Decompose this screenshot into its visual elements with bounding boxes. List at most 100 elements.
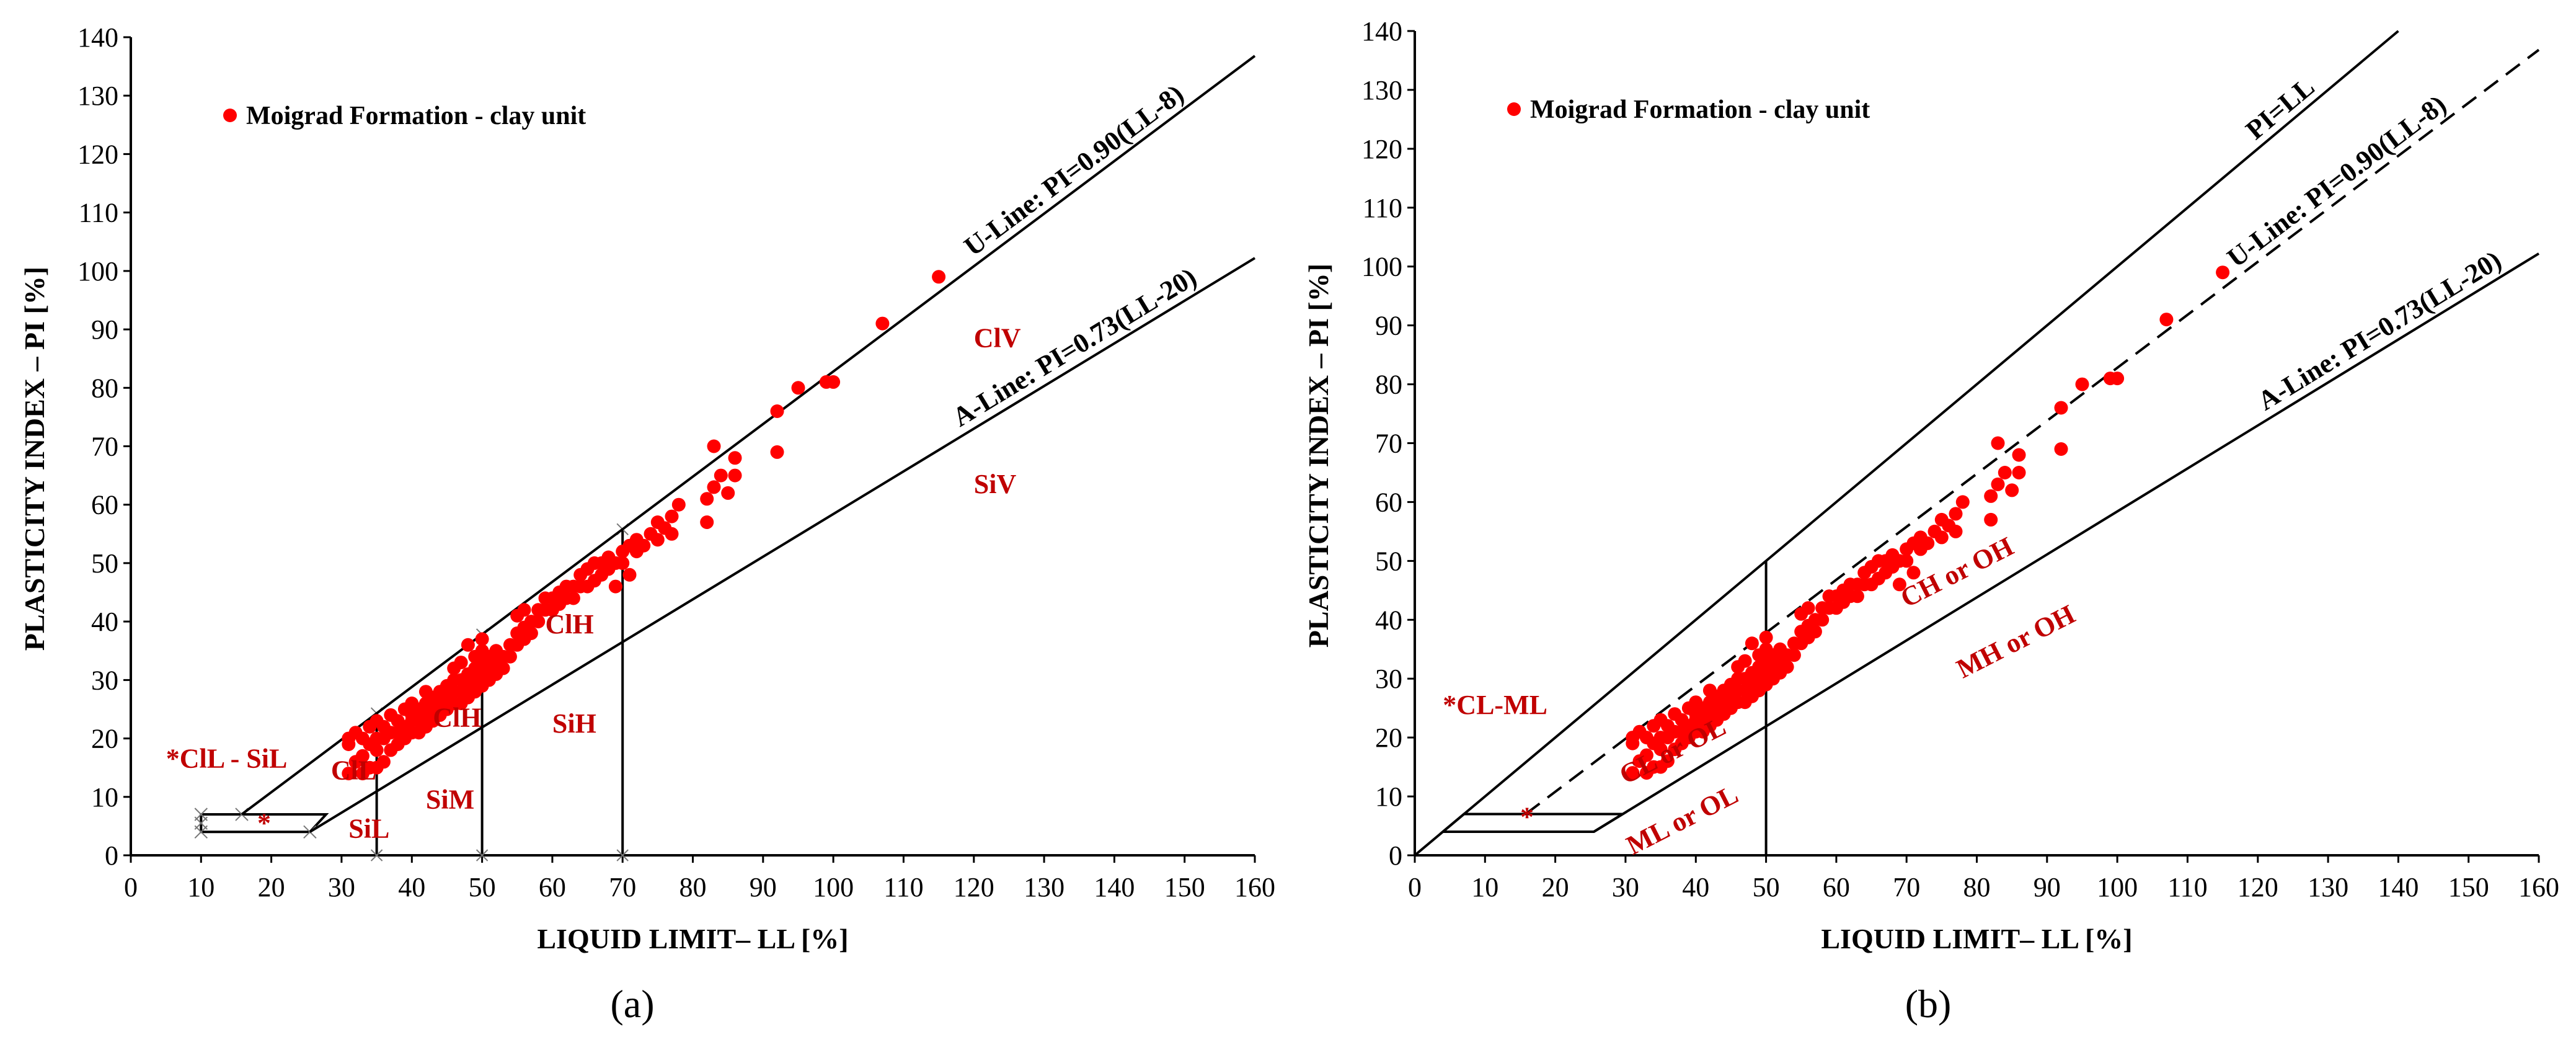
data-point bbox=[728, 468, 742, 483]
data-point bbox=[650, 533, 665, 547]
reference-line-label: U-Line: PI=0.90(LL-8) bbox=[958, 79, 1189, 262]
data-point bbox=[475, 632, 489, 646]
zone-label: *ClL - SiL bbox=[166, 744, 288, 774]
data-point bbox=[1780, 660, 1794, 674]
x-tick-label: 70 bbox=[1893, 872, 1920, 902]
boundary-cross-marker bbox=[616, 849, 629, 862]
y-tick-label: 20 bbox=[1375, 723, 1402, 753]
y-tick-label: 130 bbox=[77, 81, 118, 111]
y-tick-label: 80 bbox=[91, 373, 118, 403]
y-tick-label: 40 bbox=[91, 607, 118, 637]
y-axis-title: PLASTICITY INDEX – PI [%] bbox=[1303, 264, 1334, 648]
data-point bbox=[1639, 748, 1653, 762]
data-point bbox=[1626, 766, 1640, 780]
data-points bbox=[1626, 265, 2230, 780]
x-tick-label: 10 bbox=[187, 872, 215, 902]
data-point bbox=[1991, 477, 2005, 491]
data-point bbox=[524, 626, 538, 640]
x-tick-label: 50 bbox=[1753, 872, 1780, 902]
y-tick-label: 60 bbox=[91, 490, 118, 520]
x-tick-label: 0 bbox=[1408, 872, 1422, 902]
chart-panel-b: 0 10 20 30 40 50 60 70 80 90 100 110 120 130 140 150 160… bbox=[1303, 16, 2559, 1026]
y-tick-label: 0 bbox=[1389, 840, 1402, 871]
y-tick-label: 40 bbox=[1375, 605, 1402, 635]
data-point bbox=[1984, 512, 1998, 527]
y-tick-label: 0 bbox=[105, 840, 118, 871]
data-point bbox=[370, 743, 384, 757]
legend-label: Moigrad Formation - clay unit bbox=[246, 102, 586, 130]
data-point bbox=[616, 556, 630, 570]
data-point bbox=[1998, 466, 2012, 479]
x-tick-label: 100 bbox=[813, 872, 854, 902]
reference-line-a-line bbox=[1593, 252, 2540, 833]
data-point bbox=[2012, 466, 2026, 479]
x-tick-label: 80 bbox=[679, 872, 707, 902]
x-tick-label: 110 bbox=[883, 872, 923, 902]
boundary-cross-marker bbox=[370, 849, 383, 862]
data-point bbox=[2012, 448, 2026, 462]
data-point bbox=[454, 656, 468, 670]
legend-marker bbox=[1507, 102, 1521, 116]
data-point bbox=[1984, 489, 1998, 503]
data-point bbox=[665, 527, 679, 541]
data-point bbox=[355, 749, 370, 763]
x-tick-label: 110 bbox=[2167, 872, 2207, 902]
panel-caption: (a) bbox=[610, 982, 654, 1026]
x-tick-label: 140 bbox=[2378, 872, 2419, 902]
legend-marker bbox=[223, 109, 237, 122]
data-point bbox=[496, 661, 510, 675]
data-point bbox=[1949, 524, 1963, 538]
x-tick-label: 40 bbox=[1682, 872, 1709, 902]
x-tick-label: 130 bbox=[2308, 872, 2348, 902]
x-tick-label: 0 bbox=[124, 872, 138, 902]
y-tick-label: 130 bbox=[1361, 75, 1402, 105]
data-point bbox=[700, 515, 714, 529]
data-point bbox=[1653, 742, 1668, 757]
data-point bbox=[1787, 648, 1801, 662]
data-point bbox=[875, 316, 890, 331]
data-point bbox=[700, 492, 714, 506]
y-tick-label: 20 bbox=[91, 724, 118, 754]
x-tick-label: 40 bbox=[398, 872, 425, 902]
data-point bbox=[2075, 377, 2089, 391]
x-tick-label: 30 bbox=[328, 872, 355, 902]
zone-label: ClL bbox=[331, 755, 376, 786]
x-tick-label: 90 bbox=[750, 872, 777, 902]
y-tick-label: 70 bbox=[1375, 429, 1402, 459]
zone-label: * bbox=[1520, 802, 1534, 832]
y-tick-label: 10 bbox=[91, 782, 118, 813]
data-point bbox=[826, 375, 841, 389]
cl-ml-zone-box bbox=[200, 813, 329, 834]
data-point bbox=[707, 439, 721, 453]
data-point bbox=[714, 468, 728, 483]
x-tick-label: 120 bbox=[2237, 872, 2278, 902]
data-point bbox=[707, 480, 721, 494]
data-point bbox=[566, 591, 580, 605]
reference-line-pi-ll bbox=[1414, 30, 2399, 857]
x-tick-label: 140 bbox=[1094, 872, 1135, 902]
y-tick-label: 140 bbox=[1361, 16, 1402, 47]
zone-label: *CL-ML bbox=[1443, 690, 1547, 720]
y-tick-label: 60 bbox=[1375, 487, 1402, 517]
zone-label: ML or OL bbox=[1622, 779, 1743, 861]
panel-caption: (b) bbox=[1905, 982, 1952, 1026]
y-tick-label: 110 bbox=[79, 198, 118, 228]
x-tick-label: 60 bbox=[539, 872, 566, 902]
data-point bbox=[637, 538, 651, 553]
chart-panel-a: 0 10 20 30 40 50 60 70 80 90 100 110 120 130 140 150 160… bbox=[19, 22, 1275, 1026]
data-point bbox=[1850, 589, 1864, 603]
data-point bbox=[1808, 625, 1822, 639]
y-tick-label: 50 bbox=[1375, 546, 1402, 576]
data-point bbox=[2159, 313, 2174, 327]
x-tick-label: 130 bbox=[1024, 872, 1064, 902]
y-tick-label: 30 bbox=[91, 665, 118, 695]
data-point bbox=[2216, 265, 2230, 280]
data-point bbox=[1815, 613, 1830, 627]
data-point bbox=[770, 404, 784, 418]
data-point bbox=[531, 615, 546, 629]
y-axis-title: PLASTICITY INDEX – PI [%] bbox=[19, 267, 50, 651]
data-point bbox=[728, 451, 742, 465]
zone-label: SiV bbox=[974, 469, 1017, 499]
zone-label: SiL bbox=[348, 814, 389, 844]
